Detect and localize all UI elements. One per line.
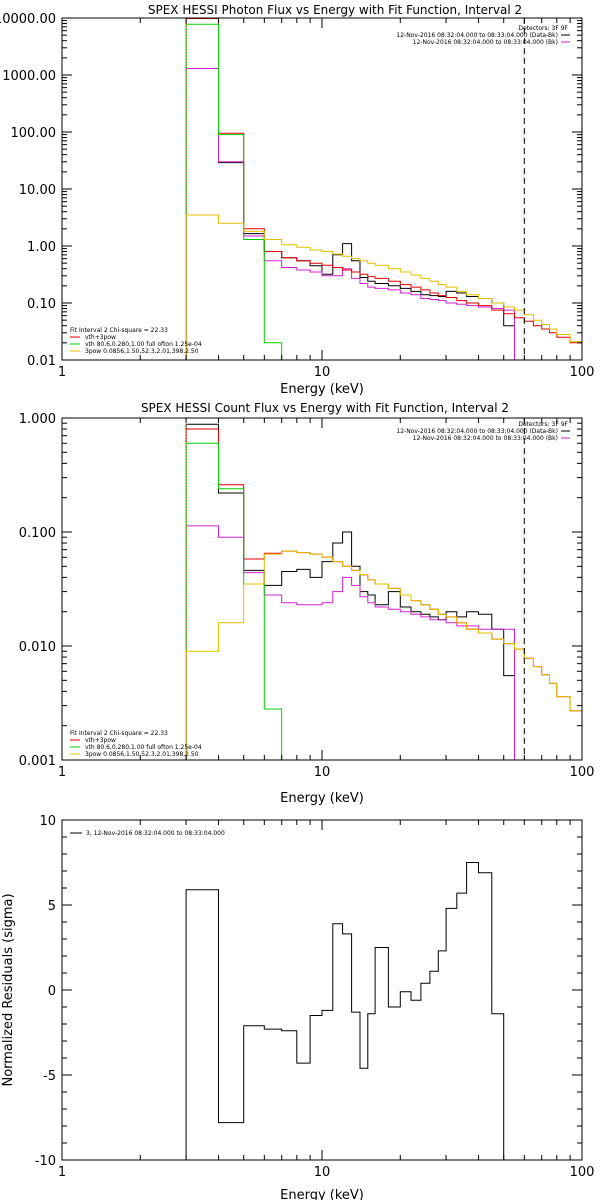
photon-flux-y-tick-label: 1000.00 xyxy=(2,69,56,84)
residuals-y-tick-label: 5 xyxy=(48,899,56,914)
residuals-series-group xyxy=(185,862,505,1160)
residuals-x-tick-label: 100 xyxy=(570,1165,595,1180)
data-interval-label: 12-Nov-2016 08:32:04.000 to 08:33:04.000… xyxy=(396,428,558,435)
count-flux-series-group xyxy=(185,418,582,760)
photon-flux-xlabel: Energy (keV) xyxy=(280,382,364,397)
legend-label-resid: 3, 12-Nov-2016 08:32:04.000 to 08:33:04.… xyxy=(86,830,225,837)
count-flux-series-pow xyxy=(185,550,582,760)
count-flux-legend: Fit Interval 2 Chi-square = 22.33 vth+3p… xyxy=(70,730,202,758)
photon-flux-x-tick-label: 10 xyxy=(314,365,331,380)
residuals-x-tick-label: 10 xyxy=(314,1165,331,1180)
legend-label-pow: 3pow 0.0856,1.50,52.3,2.01,398,2.50 xyxy=(85,751,199,758)
count-flux-y-tick-label: 0.001 xyxy=(19,754,56,769)
data-interval-label: 12-Nov-2016 08:32:04.000 to 08:33:04.000… xyxy=(396,32,558,39)
photon-flux-axes: 1 10 100 0.01 0.10 1.00 10.00 100.00 1000.00 1000… xyxy=(0,12,594,380)
residuals-y-tick-label: 10 xyxy=(39,814,56,829)
detectors-label: Detectors: 3F 9F xyxy=(518,421,568,428)
photon-flux-series-vth xyxy=(185,23,297,360)
bk-interval-label: 12-Nov-2016 08:32:04.000 to 08:33:04.000… xyxy=(413,435,558,442)
photon-flux-x-tick-label: 1 xyxy=(58,365,66,380)
legend-label-pow: 3pow 0.0856,1.50,52.3,2.01,398,2.50 xyxy=(85,348,199,355)
residuals-plot-area xyxy=(185,862,505,1160)
legend-label-total: vth+3pow xyxy=(85,737,116,744)
count-flux-series-data xyxy=(185,423,515,760)
residuals-panel: 1 10 100 -10 -5 0 5 10 3, 12-Nov-2016 08:32:04.… xyxy=(1,814,594,1200)
photon-flux-series-pow xyxy=(185,214,582,360)
residuals-x-tick-label: 1 xyxy=(58,1165,66,1180)
residuals-xlabel: Energy (keV) xyxy=(280,1188,364,1200)
residuals-y-tick-label: -10 xyxy=(35,1154,56,1169)
residuals-y-tick-label: 0 xyxy=(48,984,56,999)
count-flux-x-tick-label: 1 xyxy=(58,765,66,780)
count-flux-plot-area xyxy=(185,418,582,760)
residuals-ylabel: Normalized Residuals (sigma) xyxy=(1,893,16,1086)
photon-flux-y-tick-label: 100.00 xyxy=(11,126,57,141)
count-flux-x-tick-label: 100 xyxy=(570,765,595,780)
photon-flux-series-bk xyxy=(185,68,515,360)
photon-flux-y-tick-label: 0.01 xyxy=(27,354,56,369)
detectors-label: Detectors: 3F 9F xyxy=(518,25,568,32)
count-flux-xlabel: Energy (keV) xyxy=(280,791,364,806)
count-flux-y-tick-label: 0.100 xyxy=(19,526,56,541)
residuals-axes: 1 10 100 -10 -5 0 5 10 xyxy=(35,814,595,1180)
photon-flux-info: Detectors: 3F 9F 12-Nov-2016 08:32:04.00… xyxy=(396,25,570,46)
legend-label-total: vth+3pow xyxy=(85,334,116,341)
photon-flux-y-tick-label: 10.00 xyxy=(19,183,56,198)
photon-flux-plot-area xyxy=(185,18,582,360)
photon-flux-series-group xyxy=(185,18,582,360)
photon-flux-y-tick-label: 10000.00 xyxy=(0,12,56,27)
photon-flux-panel: SPEX HESSI Photon Flux vs Energy with Fi… xyxy=(0,3,594,397)
photon-flux-legend: Fit Interval 2 Chi-square = 22.33 vth+3p… xyxy=(70,327,202,355)
count-flux-y-tick-label: 0.010 xyxy=(19,640,56,655)
bk-interval-label: 12-Nov-2016 08:32:04.000 to 08:33:04.000… xyxy=(413,39,558,46)
count-flux-y-tick-label: 1.000 xyxy=(19,412,56,427)
legend-label-vth: vth 80.6,0.280,1.00 full ofton 1.25e-04 xyxy=(85,744,202,751)
photon-flux-x-tick-label: 100 xyxy=(570,365,595,380)
photon-flux-y-tick-label: 1.00 xyxy=(27,240,56,255)
residuals-series-resid xyxy=(185,862,505,1160)
count-flux-panel: SPEX HESSI Count Flux vs Energy with Fit… xyxy=(19,401,595,806)
photon-flux-title: SPEX HESSI Photon Flux vs Energy with Fi… xyxy=(148,3,522,17)
count-flux-x-tick-label: 10 xyxy=(314,765,331,780)
residuals-y-tick-label: -5 xyxy=(43,1069,56,1084)
residuals-legend: 3, 12-Nov-2016 08:32:04.000 to 08:33:04.… xyxy=(70,830,225,837)
fit-interval-label: Fit Interval 2 Chi-square = 22.33 xyxy=(70,730,168,737)
photon-flux-series-total xyxy=(185,18,582,360)
count-flux-axes: 1 10 100 0.001 0.010 0.100 1.000 xyxy=(19,412,595,780)
photon-flux-y-tick-label: 0.10 xyxy=(27,297,56,312)
count-flux-title: SPEX HESSI Count Flux vs Energy with Fit… xyxy=(141,401,509,415)
fit-interval-label: Fit Interval 2 Chi-square = 22.33 xyxy=(70,327,168,334)
legend-label-vth: vth 80.6,0.280,1.00 full ofton 1.25e-04 xyxy=(85,341,202,348)
count-flux-info: Detectors: 3F 9F 12-Nov-2016 08:32:04.00… xyxy=(396,421,570,442)
